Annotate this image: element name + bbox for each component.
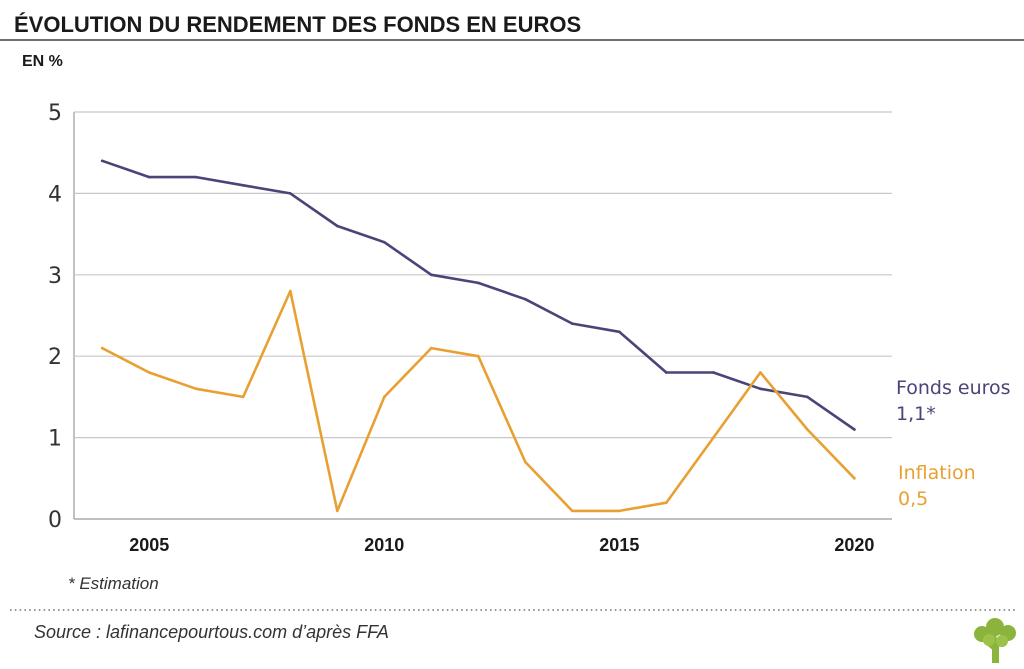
y-tick-label: 3 xyxy=(48,264,62,289)
data-point xyxy=(665,501,668,505)
x-tick-label: 2015 xyxy=(599,535,639,555)
data-point xyxy=(806,428,809,431)
data-point xyxy=(147,371,151,374)
data-point xyxy=(335,224,339,228)
y-tick-label: 5 xyxy=(48,101,62,126)
data-point xyxy=(759,371,762,374)
series-line-fonds-euros xyxy=(100,159,856,431)
chart-title: ÉVOLUTION DU RENDEMENT DES FONDS EN EURO… xyxy=(14,12,581,37)
data-point xyxy=(853,477,856,480)
data-point xyxy=(524,297,527,301)
data-point xyxy=(382,240,386,244)
data-point xyxy=(571,509,574,513)
y-axis-unit: EN % xyxy=(22,53,63,70)
data-point xyxy=(100,159,104,163)
data-point xyxy=(853,428,856,431)
data-point xyxy=(665,371,668,374)
data-point xyxy=(241,395,245,399)
series-value-fonds-euros: 1,1* xyxy=(896,403,936,425)
x-tick-label: 2020 xyxy=(834,535,874,555)
data-point xyxy=(194,387,198,391)
data-point xyxy=(571,322,574,325)
y-tick-label: 4 xyxy=(48,182,62,207)
data-point xyxy=(806,395,809,399)
data-point xyxy=(429,273,433,277)
gridlines xyxy=(74,111,892,439)
tree-icon xyxy=(974,618,1016,663)
data-point xyxy=(618,330,621,334)
source-text: Source : lafinancepourtous.com d’après F… xyxy=(34,622,389,642)
data-point xyxy=(382,395,386,399)
data-point xyxy=(712,371,715,374)
series-line-inflation xyxy=(100,289,856,513)
data-point xyxy=(476,354,480,358)
data-point xyxy=(100,346,104,350)
series-lines xyxy=(100,159,856,513)
x-tick-label: 2005 xyxy=(129,535,169,555)
series-label-fonds-euros: Fonds euros xyxy=(896,377,1011,399)
data-point xyxy=(618,509,621,513)
data-point xyxy=(476,281,480,285)
y-tick-labels: 0 1 2 3 4 5 xyxy=(48,101,62,533)
data-point xyxy=(335,509,339,513)
x-tick-label: 2010 xyxy=(364,535,404,555)
data-point xyxy=(712,436,715,439)
data-point xyxy=(759,387,762,391)
y-tick-label: 0 xyxy=(48,508,62,533)
series-label-inflation: Inflation xyxy=(898,462,976,484)
x-tick-labels: 2005 2010 2015 2020 xyxy=(129,535,874,555)
series-value-inflation: 0,5 xyxy=(898,488,928,510)
y-tick-label: 1 xyxy=(48,427,62,452)
data-point xyxy=(288,289,292,293)
data-point xyxy=(288,192,292,195)
data-point xyxy=(147,175,151,179)
data-point xyxy=(524,460,527,464)
data-point xyxy=(194,175,198,179)
data-point xyxy=(241,183,245,187)
footnote: * Estimation xyxy=(68,574,159,593)
y-tick-label: 2 xyxy=(48,345,62,370)
data-point xyxy=(429,346,433,350)
